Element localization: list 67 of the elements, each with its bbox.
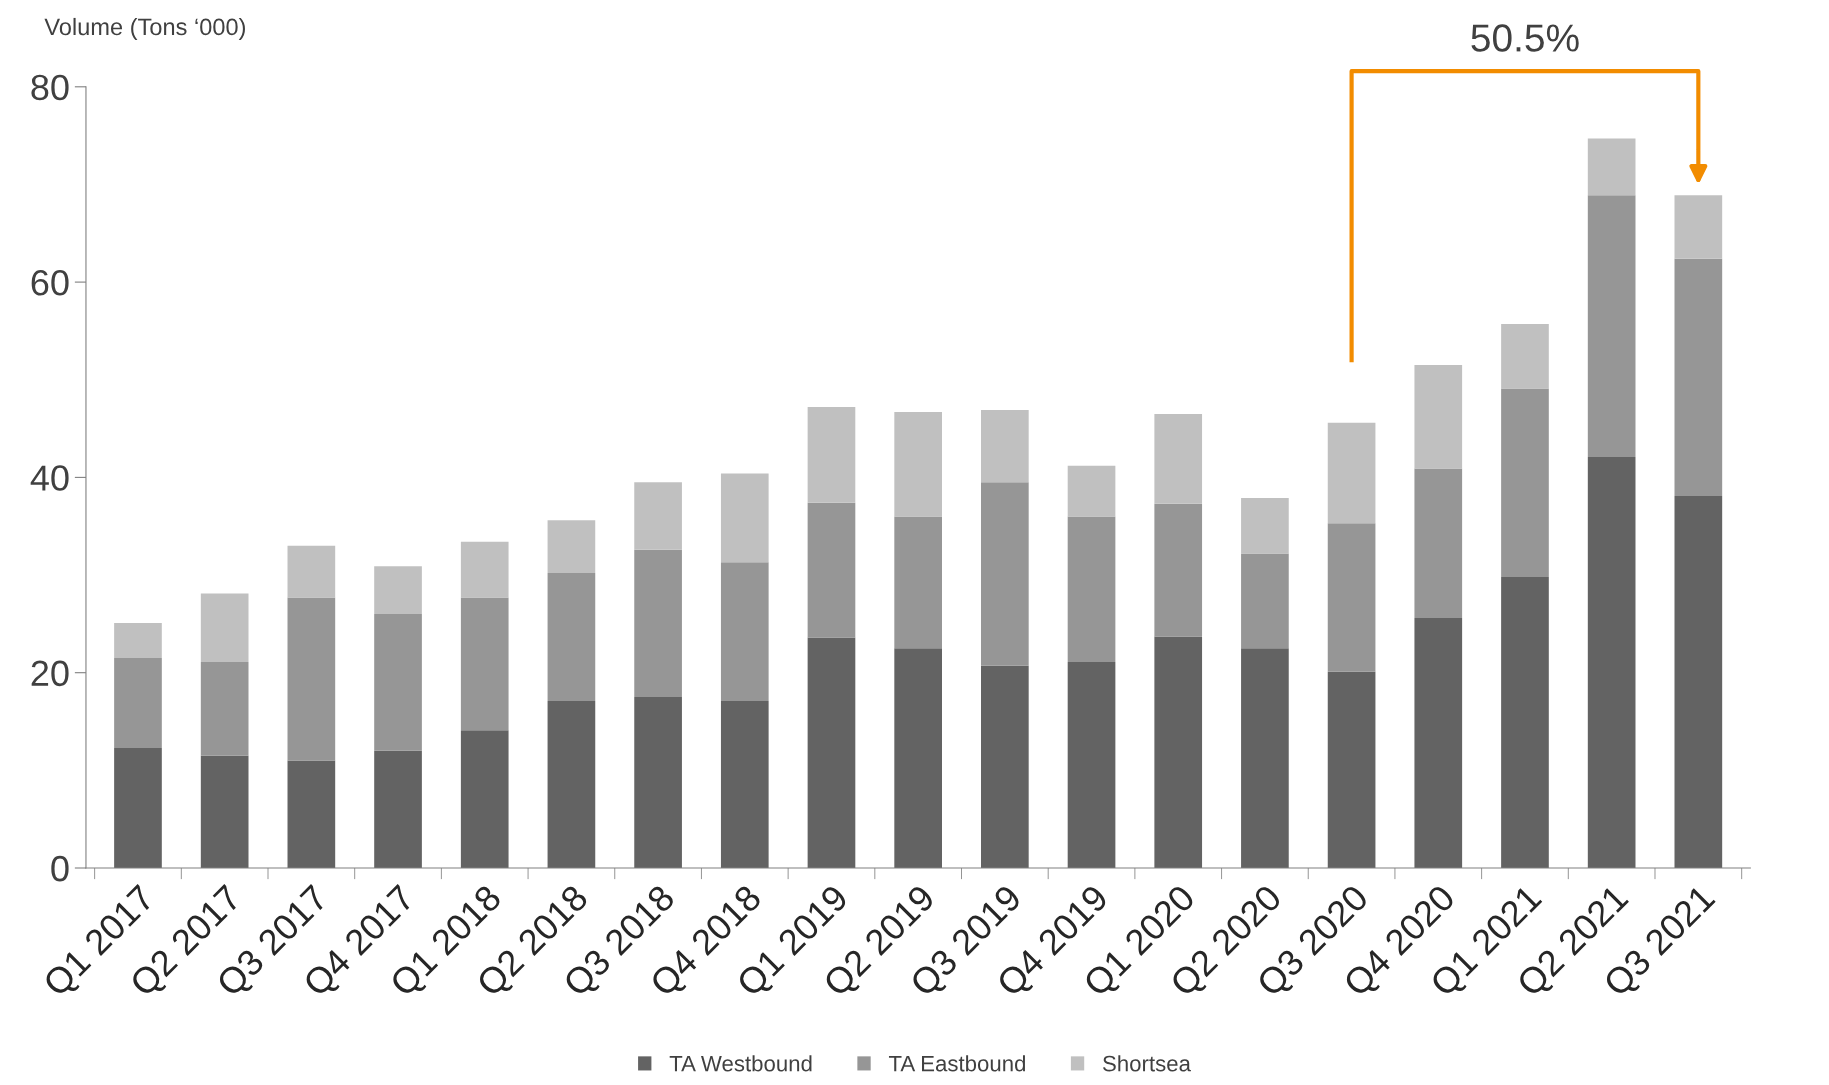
bar: [807, 407, 856, 503]
bar: [634, 549, 682, 698]
bar: [1327, 422, 1376, 524]
y-tick-label: 60: [31, 269, 69, 296]
legend-label: TA Eastbound: [888, 1055, 1026, 1072]
bar: [1327, 671, 1376, 868]
bar: [200, 593, 249, 662]
bar: [460, 730, 509, 868]
bar: [1067, 661, 1116, 868]
bar: [1414, 468, 1463, 619]
bar: [1501, 577, 1549, 868]
bar: [720, 473, 769, 563]
bar: [287, 760, 336, 868]
bar: [114, 622, 162, 659]
bar: [1241, 497, 1289, 554]
bar: [894, 411, 942, 517]
bar: [720, 562, 769, 702]
bar: [981, 665, 1029, 868]
bar: [807, 637, 856, 868]
bar: [1067, 516, 1116, 662]
bar: [894, 516, 942, 649]
bar: [1414, 365, 1463, 469]
bar: [374, 750, 422, 868]
bar: [720, 701, 769, 868]
bar: [200, 755, 249, 868]
bar: [981, 410, 1029, 483]
y-tick-label: 0: [51, 855, 69, 882]
bar: [1587, 138, 1636, 196]
bar: [547, 573, 596, 702]
bar: [634, 697, 682, 868]
bar: [1241, 648, 1289, 868]
bar: [1154, 636, 1203, 868]
bar: [1674, 195, 1723, 259]
legend-label: Shortsea: [1103, 1055, 1191, 1072]
bar: [1587, 195, 1636, 457]
bar: [634, 482, 682, 550]
y-tick-label: 40: [30, 465, 69, 491]
bar: [1501, 324, 1549, 389]
bar: [1674, 258, 1723, 496]
bar: [1067, 465, 1116, 517]
bar: [1154, 503, 1203, 637]
text: 50.5%: [1471, 24, 1579, 52]
bar: [547, 701, 596, 868]
bar: [200, 661, 249, 756]
bar: [1674, 495, 1723, 868]
bar: [981, 482, 1029, 666]
bar: [287, 545, 336, 598]
bar: [287, 597, 336, 761]
bar: [1587, 456, 1636, 868]
bar: [1414, 618, 1463, 868]
bar: [1241, 553, 1289, 649]
legend-label: TA Westbound: [669, 1055, 812, 1072]
bar: [547, 520, 596, 574]
bar: [894, 648, 942, 868]
bar: [1154, 413, 1203, 504]
y-tick-label: 80: [31, 74, 69, 101]
bar: [807, 502, 856, 638]
bar: [374, 614, 422, 751]
y-axis-title: Volume (Tons ‘000): [44, 17, 245, 40]
bar: [460, 597, 509, 731]
bar: [374, 566, 422, 615]
bar: [1501, 388, 1549, 577]
bar: [114, 658, 162, 748]
y-tick-label: 20: [31, 660, 69, 687]
bar: [1327, 523, 1376, 672]
bar: [114, 747, 162, 868]
bar: [460, 541, 509, 598]
